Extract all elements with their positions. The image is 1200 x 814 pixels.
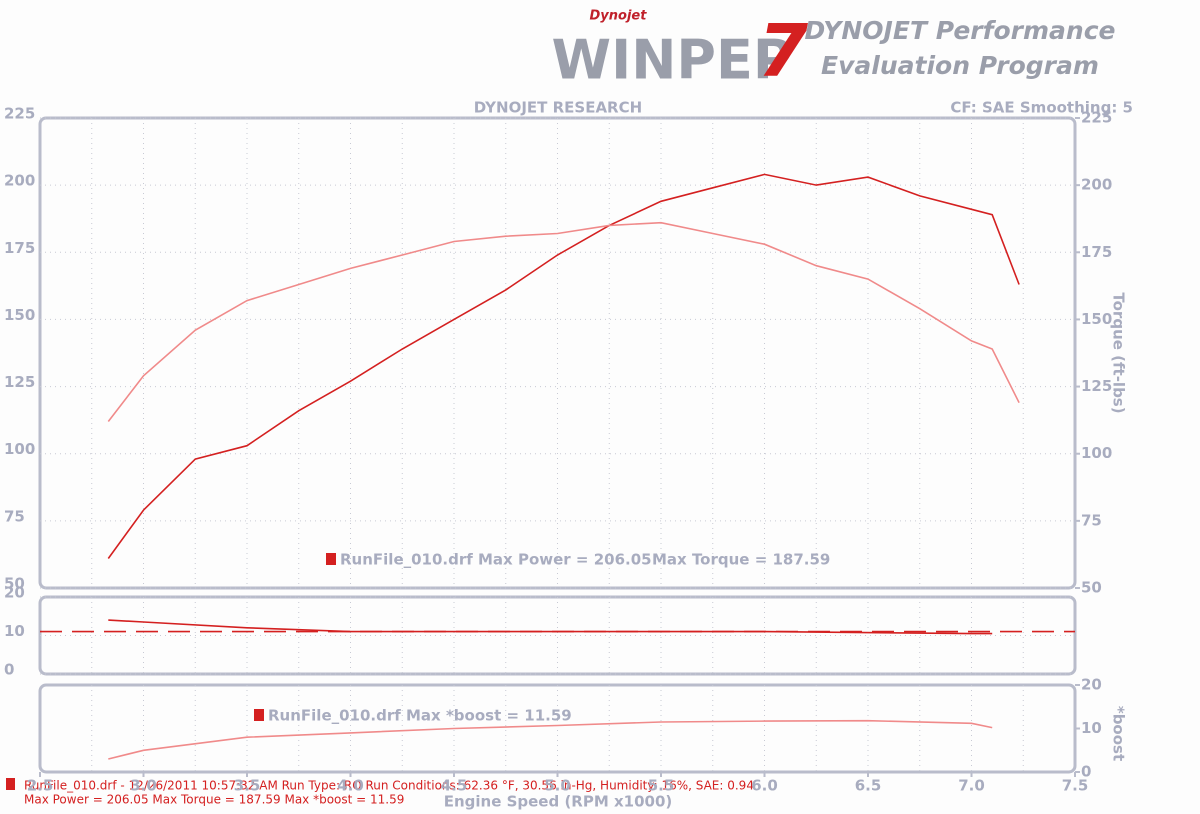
y2-axis-label: Torque (ft-lbs) xyxy=(1110,292,1128,413)
x-tick-label: 4.5 xyxy=(441,777,468,795)
data-line xyxy=(107,173,1020,559)
logo-number: 7 xyxy=(758,9,808,93)
y-tick-label: 75 xyxy=(4,507,25,525)
x-tick-label: 5.0 xyxy=(544,777,571,795)
y-tick-label: 0 xyxy=(4,661,14,679)
y-tick-label: 175 xyxy=(4,239,35,257)
y2-tick-label: 175 xyxy=(1081,243,1112,261)
y2-tick-label: 100 xyxy=(1081,444,1112,462)
y2-tick-label: 125 xyxy=(1081,377,1112,395)
footer-line: RunFile_010.drf - 12/26/2011 10:57:32 AM… xyxy=(24,779,754,793)
x-tick-label: 3.0 xyxy=(130,777,157,795)
y2-axis-label: *boost xyxy=(1110,706,1128,761)
y2-tick-label: 75 xyxy=(1081,511,1102,529)
x-tick-label: 2.5 xyxy=(27,777,54,795)
y2-tick-label: 225 xyxy=(1081,109,1112,127)
y2-tick-label: 0 xyxy=(1081,763,1091,781)
x-tick-label: 4.0 xyxy=(337,777,364,795)
logo-small: Dynojet xyxy=(590,9,648,24)
x-tick-label: 7.0 xyxy=(958,777,985,795)
y-tick-label: 125 xyxy=(4,373,35,391)
data-line xyxy=(108,719,993,760)
y2-tick-label: 10 xyxy=(1081,719,1102,737)
y2-tick-label: 50 xyxy=(1081,579,1102,597)
y2-tick-label: 200 xyxy=(1081,176,1112,194)
x-tick-label: 3.5 xyxy=(234,777,261,795)
annotation-swatch xyxy=(254,709,264,721)
annotation-swatch xyxy=(326,553,336,565)
plot-frame xyxy=(38,683,1077,774)
annotation: Max Torque = 187.59 xyxy=(652,551,830,569)
chart-subtitle: CF: SAE Smoothing: 5 xyxy=(950,99,1133,117)
legend-swatch xyxy=(6,778,15,790)
data-line xyxy=(108,619,993,635)
x-tick-label: 6.5 xyxy=(855,777,882,795)
logo: WINPEP xyxy=(552,29,793,92)
annotation: RunFile_010.drf Max *boost = 11.59 xyxy=(268,707,572,725)
header-title: Evaluation Program xyxy=(821,51,1099,80)
y-tick-label: 10 xyxy=(4,622,25,640)
header-title: DYNOJET Performance xyxy=(804,16,1115,45)
x-axis-label: Engine Speed (RPM x1000) xyxy=(444,793,673,811)
x-tick-label: 7.5 xyxy=(1062,777,1089,795)
y2-tick-label: 150 xyxy=(1081,310,1112,328)
y-tick-label: 20 xyxy=(4,584,25,602)
y-tick-label: 200 xyxy=(4,172,35,190)
chart-title: DYNOJET RESEARCH xyxy=(474,99,642,117)
y-tick-label: 150 xyxy=(4,306,35,324)
x-tick-label: 5.5 xyxy=(648,777,675,795)
y2-tick-label: 20 xyxy=(1081,676,1102,694)
y-tick-label: 100 xyxy=(4,440,35,458)
x-tick-label: 6.0 xyxy=(751,777,778,795)
y-tick-label: 50 xyxy=(4,575,25,593)
y-tick-label: 225 xyxy=(4,105,35,123)
data-line xyxy=(107,221,1020,422)
footer-line: Max Power = 206.05 Max Torque = 187.59 M… xyxy=(24,793,404,807)
annotation: RunFile_010.drf Max Power = 206.05 xyxy=(340,551,652,569)
